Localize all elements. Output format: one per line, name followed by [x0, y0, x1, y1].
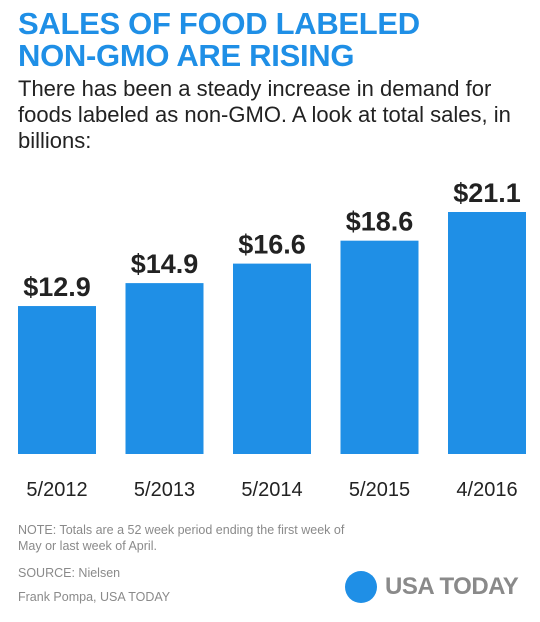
- category-label: 4/2016: [456, 479, 517, 501]
- bar-value-label: $14.9: [131, 249, 199, 279]
- title-line-2: NON-GMO ARE RISING: [18, 38, 355, 73]
- category-label: 5/2012: [26, 479, 87, 501]
- bar-value-label: $21.1: [453, 178, 521, 208]
- bar: [233, 263, 311, 454]
- source-line: SOURCE: Nielsen: [18, 566, 121, 580]
- usa-today-logo: USA TODAY: [345, 570, 519, 604]
- bar: [18, 306, 96, 454]
- category-label: 5/2013: [134, 479, 195, 501]
- bar-value-label: $18.6: [346, 207, 414, 237]
- category-label: 5/2015: [349, 479, 410, 501]
- credit-line: Frank Pompa, USA TODAY: [18, 590, 171, 604]
- footnote: NOTE: Totals are a 52 week period ending…: [18, 523, 345, 553]
- chart-subtitle: There has been a steady increase in dema…: [18, 76, 511, 153]
- bar-chart: $12.9 5/2012 $14.9 5/2013 $16.6 5/2014 $18.6 5/…: [18, 178, 526, 501]
- bar: [448, 212, 526, 454]
- logo-circle-icon: [345, 571, 377, 603]
- bar-value-label: $16.6: [238, 230, 306, 260]
- bar: [125, 283, 204, 454]
- bar: [340, 240, 419, 454]
- logo-text: USA TODAY: [385, 573, 519, 600]
- title-line-1: SALES OF FOOD LABELED: [18, 6, 420, 41]
- category-label: 5/2014: [241, 479, 302, 501]
- bar-value-label: $12.9: [23, 272, 91, 302]
- chart-title: SALES OF FOOD LABELED NON-GMO ARE RISING: [18, 8, 420, 72]
